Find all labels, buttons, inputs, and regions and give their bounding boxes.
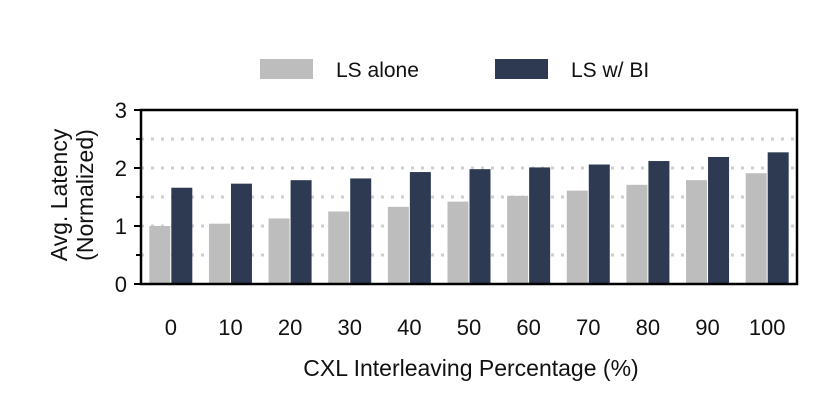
y-tick-label: 0 — [115, 272, 127, 297]
bar-ls-alone — [149, 226, 171, 284]
y-axis: 0 1 2 3 — [115, 98, 141, 297]
bar-ls-w-bi — [171, 187, 193, 284]
x-tick-label: 80 — [636, 315, 660, 340]
bar-ls-w-bi — [469, 169, 491, 284]
legend-swatch — [260, 59, 313, 79]
bar-ls-w-bi — [648, 161, 670, 284]
x-tick-label: 100 — [749, 315, 786, 340]
bar-ls-alone — [387, 206, 409, 284]
y-tick-label: 3 — [115, 98, 127, 123]
bar-ls-w-bi — [350, 178, 372, 284]
bar-ls-alone — [566, 190, 588, 284]
bar-ls-w-bi — [708, 156, 730, 284]
y-axis-label-line: (Normalized) — [72, 129, 98, 261]
y-axis-label-line: Avg. Latency — [46, 128, 72, 261]
legend-swatch — [495, 59, 548, 79]
bar-ls-w-bi — [529, 167, 551, 284]
x-axis: 0 10 20 30 40 50 60 70 80 90 100 — [165, 315, 786, 340]
y-tick-label: 1 — [115, 214, 127, 239]
x-tick-label: 90 — [695, 315, 719, 340]
x-tick-label: 40 — [397, 315, 421, 340]
bar-ls-alone — [507, 195, 529, 284]
bar-ls-w-bi — [588, 164, 610, 284]
y-tick-label: 2 — [115, 156, 127, 181]
x-tick-label: 50 — [457, 315, 481, 340]
bar-ls-alone — [268, 218, 290, 284]
y-axis-label: Avg. Latency(Normalized) — [46, 128, 98, 261]
bar-ls-w-bi — [409, 172, 431, 284]
bar-ls-alone — [208, 223, 230, 284]
bar-ls-w-bi — [290, 180, 312, 284]
bars — [149, 152, 789, 284]
x-axis-label: CXL Interleaving Percentage (%) — [303, 355, 638, 381]
bar-ls-w-bi — [767, 152, 789, 284]
bar-ls-alone — [447, 201, 469, 284]
legend-label: LS w/ BI — [571, 59, 649, 82]
x-tick-label: 10 — [218, 315, 242, 340]
x-tick-label: 30 — [337, 315, 361, 340]
x-tick-label: 70 — [576, 315, 600, 340]
legend: LS alone LS w/ BI — [260, 59, 649, 82]
bar-ls-w-bi — [230, 183, 252, 284]
bar-ls-alone — [626, 184, 648, 284]
x-tick-label: 20 — [278, 315, 302, 340]
bar-ls-alone — [745, 173, 767, 284]
x-tick-label: 0 — [165, 315, 177, 340]
legend-label: LS alone — [336, 59, 419, 82]
bar-ls-alone — [686, 180, 708, 284]
x-tick-label: 60 — [516, 315, 540, 340]
bar-ls-alone — [328, 211, 350, 284]
